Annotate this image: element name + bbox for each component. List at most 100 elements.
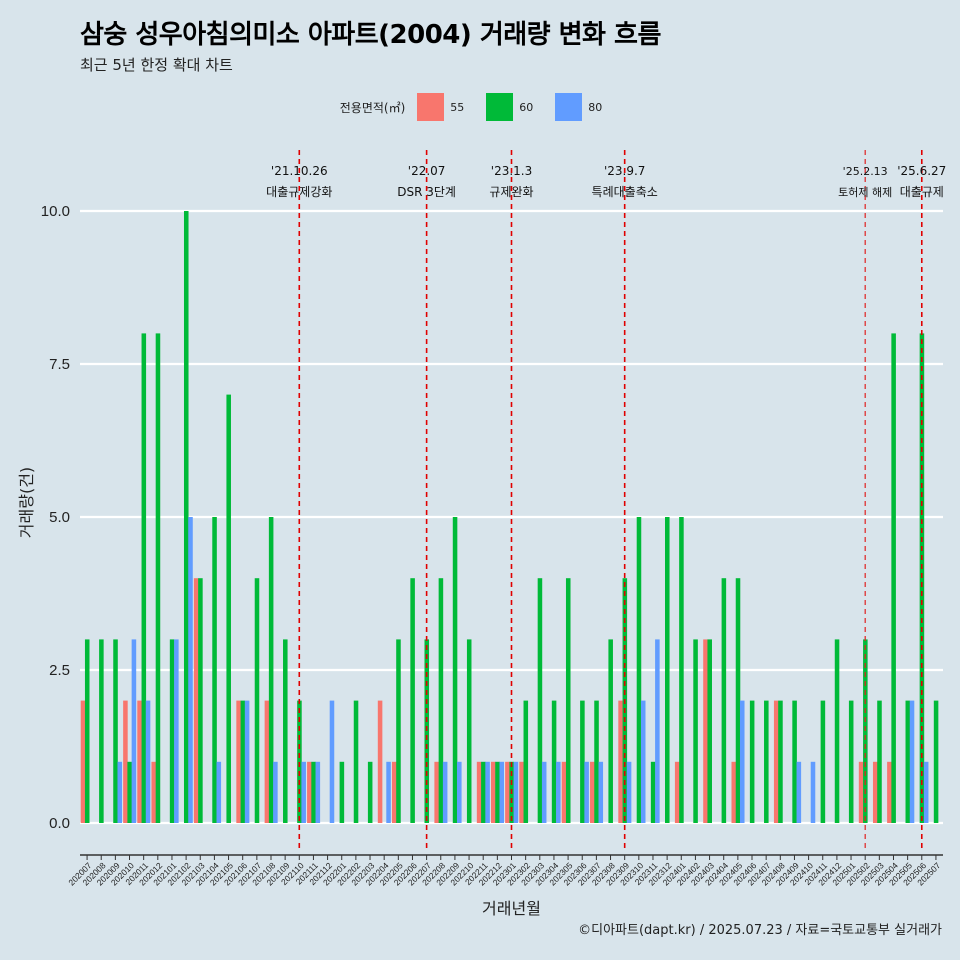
bar-80-202304 [556,761,561,823]
bar-55-202307 [590,761,595,823]
bar-55-202503 [872,761,878,823]
bar-55-202309 [618,700,623,823]
bar-60-202411 [820,700,826,823]
bar-60-202102 [183,211,189,823]
bar-60-202402 [693,639,698,823]
bar-60-202304 [551,700,557,823]
bar-60-202312 [665,517,670,823]
bar-60-202105 [226,394,231,823]
bar-80-202102 [188,517,193,823]
bar-80-202101 [174,639,179,823]
bar-60-202106 [240,700,246,823]
bar-80-202011 [145,700,151,823]
bar-60-202108 [268,517,274,823]
legend-key-80 [555,93,583,121]
bar-60-202010 [127,761,132,823]
bar-60-202011 [141,333,147,823]
y-tick-label: 0.0 [49,815,70,832]
legend-key-60 [486,93,514,121]
bar-60-202302 [523,700,529,823]
chart-title: 삼숭 성우아침의미소 아파트(2004) 거래량 변화 흐름 [80,20,661,50]
bar-60-202008 [99,639,104,823]
bar-80-202405 [739,700,745,823]
legend-label-55: 55 [450,100,465,114]
bar-55-202305 [561,761,567,823]
event-label: 규제완화 [489,185,533,199]
bar-80-202106 [244,700,250,823]
bar-55-202012 [151,761,156,823]
bar-60-202502 [863,639,868,823]
bar-80-202108 [273,761,278,823]
bar-55-202403 [703,639,708,823]
bar-80-202211 [485,761,490,823]
bar-60-202403 [707,639,712,823]
bar-60-202209 [452,517,458,823]
bar-60-202103 [198,578,203,823]
bar-80-202111 [315,761,321,823]
bar-80-202311 [655,639,660,823]
bar-60-202009 [113,639,118,823]
bar-60-202202 [353,700,359,823]
chart-subtitle: 최근 5년 한정 확대 차트 [80,56,233,74]
bar-60-202307 [594,700,599,823]
bar-55-202205 [391,761,397,823]
bar-80-202410 [810,761,816,823]
bar-55-202212 [490,761,496,823]
bar-60-202507 [933,700,939,823]
bar-60-202506 [919,333,925,823]
bar-55-202108 [264,700,270,823]
bar-55-202106 [236,700,241,823]
bar-60-202109 [283,639,288,823]
bar-55-202204 [377,700,383,823]
bar-60-202310 [636,517,642,823]
bar-80-202010 [131,639,137,823]
bar-55-202302 [519,761,524,823]
bar-60-202308 [608,639,613,823]
bar-60-202303 [537,578,543,823]
bar-55-202208 [434,761,439,823]
bar-60-202412 [834,639,840,823]
bar-60-202503 [877,700,882,823]
bar-80-202209 [457,761,462,823]
bar-60-202104 [212,517,217,823]
bar-55-202405 [731,761,737,823]
event-label: 대출규제 [900,185,944,199]
bar-60-202205 [396,639,401,823]
bar-55-202103 [193,578,199,823]
event-date: '21.10.26 [271,164,328,178]
bar-80-202204 [386,761,391,823]
bar-60-202409 [792,700,797,823]
bar-60-202107 [254,578,260,823]
event-label: 특례대출축소 [592,185,658,199]
bar-60-202405 [735,578,741,823]
bar-60-202311 [650,761,656,823]
bar-80-202110 [301,761,306,823]
bar-60-202208 [438,578,444,823]
bar-80-202212 [499,761,505,823]
event-label: 토허제 해제 [838,185,892,199]
bar-60-202407 [764,700,769,823]
bar-80-202009 [117,761,123,823]
legend-label-80: 80 [588,100,603,114]
bar-60-202404 [721,578,727,823]
y-tick-label: 2.5 [49,662,70,679]
y-tick-label: 10.0 [41,203,70,220]
bar-80-202307 [598,761,604,823]
bar-60-202306 [580,700,585,823]
bar-55-202301 [505,761,510,823]
event-date: '22.07 [408,164,446,178]
event-date: '25.6.27 [897,164,946,178]
bar-60-202504 [891,333,896,823]
event-date: '23.9.7 [604,164,645,178]
x-axis-title: 거래년월 [482,899,541,918]
bar-60-202110 [297,700,302,823]
y-tick-label: 7.5 [49,356,70,373]
bar-60-202505 [905,700,911,823]
bar-60-202406 [749,700,755,823]
bar-60-202207 [424,639,430,823]
bar-60-202111 [311,761,316,823]
legend-key-55 [417,93,445,121]
bar-60-202206 [410,578,415,823]
bar-80-202303 [541,761,547,823]
